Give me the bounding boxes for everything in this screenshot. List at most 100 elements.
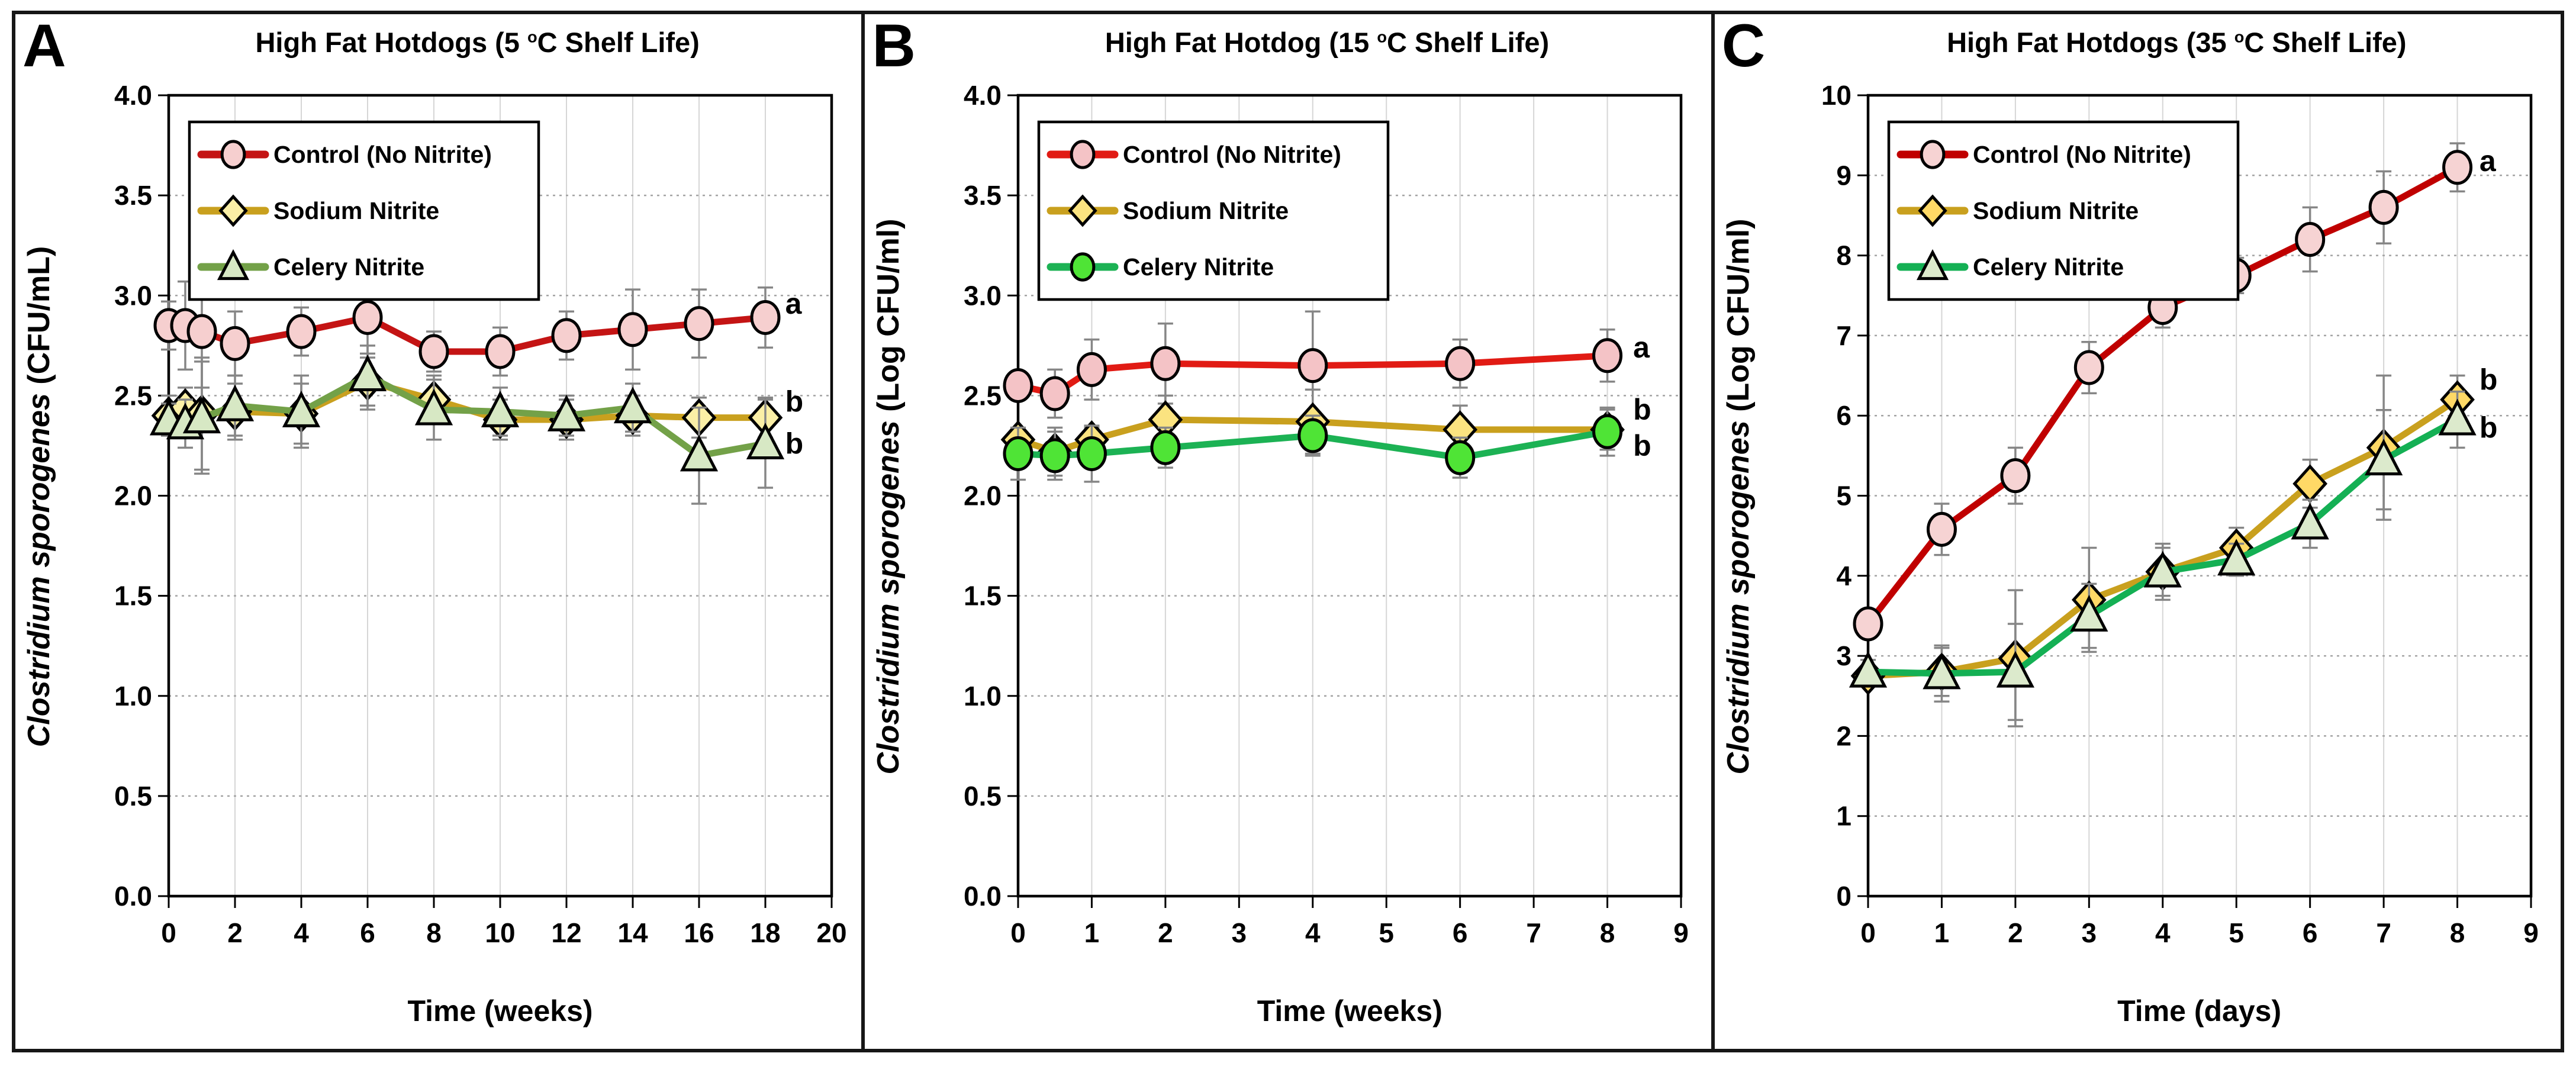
panel-letter-b: B xyxy=(872,12,916,79)
data-point-marker xyxy=(217,249,250,281)
data-point-marker xyxy=(680,434,719,472)
data-point-marker xyxy=(1853,606,1883,642)
data-point-marker xyxy=(1445,440,1476,475)
data-point-marker xyxy=(182,397,221,434)
significance-letter: b xyxy=(1633,393,1651,426)
data-point-marker xyxy=(1040,376,1071,411)
panel-title-c: High Fat Hotdogs (35 oC Shelf Life) xyxy=(1804,26,2550,59)
data-point-marker xyxy=(418,334,449,369)
data-point-marker xyxy=(186,314,217,349)
panel-letter-c: C xyxy=(1721,12,1766,79)
data-point-marker xyxy=(1922,652,1961,690)
y-tick-label: 4.0 xyxy=(114,80,152,111)
x-axis-ticks: 0 1 2 3 4 5 6 7 8 9 xyxy=(1011,896,1689,948)
significance-letter: b xyxy=(2480,363,2498,396)
x-tick-label: 5 xyxy=(1379,917,1395,948)
series-line xyxy=(165,314,769,355)
panel-title-b: High Fat Hotdog (15 oC Shelf Life) xyxy=(954,26,1700,59)
x-axis-label-c: Time (days) xyxy=(2117,994,2282,1028)
x-tick-label: 0 xyxy=(1011,917,1026,948)
panel-letter-a: A xyxy=(22,12,66,79)
y-axis-label-b: Clostridium sporogenes (Log CFU/ml) xyxy=(871,219,906,775)
legend: Control (No Nitrite) Sodium Nitrite Celery… xyxy=(1038,120,1390,301)
data-point-marker xyxy=(2294,222,2325,257)
data-point-marker xyxy=(1077,352,1107,387)
data-point-marker xyxy=(2217,539,2255,576)
data-point-marker xyxy=(1150,430,1181,465)
data-point-marker xyxy=(2364,439,2403,476)
x-tick-label: 12 xyxy=(551,917,581,948)
data-point-marker xyxy=(2442,150,2472,185)
x-tick-label: 2 xyxy=(1158,917,1173,948)
series-control-no-nitrite xyxy=(153,274,781,389)
data-point-marker xyxy=(551,318,582,353)
x-tick-label: 1 xyxy=(1934,917,1949,948)
y-tick-label: 9 xyxy=(1836,160,1852,191)
y-axis-label-species: Clostridium sporogenes xyxy=(871,420,906,775)
x-tick-label: 1 xyxy=(1084,917,1100,948)
y-tick-label: 1.5 xyxy=(964,581,1002,611)
y-axis-label-c: Clostridium sporogenes (Log CFU/ml) xyxy=(1721,219,1756,775)
x-tick-label: 0 xyxy=(1860,917,1876,948)
data-point-marker xyxy=(1916,249,1949,281)
y-axis-label-unit: (CFU/mL) xyxy=(22,246,56,394)
y-axis-label-species: Clostridium sporogenes xyxy=(1721,420,1756,775)
data-point-marker xyxy=(684,306,714,342)
significance-letter: a xyxy=(2480,144,2497,178)
x-tick-label: 7 xyxy=(2376,917,2391,948)
degree-superscript: o xyxy=(527,27,537,46)
data-point-marker xyxy=(613,387,652,424)
legend-label: Celery Nitrite xyxy=(1123,253,1274,281)
legend-label: Celery Nitrite xyxy=(273,253,424,281)
data-point-marker xyxy=(1996,650,2034,688)
degree-superscript: o xyxy=(2234,27,2245,46)
significance-letters: abb xyxy=(1633,331,1651,462)
chart-area-b: 0.0 0.5 1.0 1.5 2.0 2.5 3.0 3.5 4.0 0 1 2 3 4 5 6 7 8 9 Con… xyxy=(964,80,1689,948)
y-tick-label: 0 xyxy=(1836,881,1852,912)
significance-letter: a xyxy=(785,287,803,320)
x-tick-label: 3 xyxy=(1232,917,1247,948)
x-tick-label: 4 xyxy=(294,917,309,948)
legend-label: Control (No Nitrite) xyxy=(1973,141,2191,168)
data-point-marker xyxy=(1040,438,1071,474)
data-point-marker xyxy=(1003,368,1033,403)
data-point-marker xyxy=(220,326,250,361)
x-tick-label: 2 xyxy=(2008,917,2023,948)
panel-a: A High Fat Hotdogs (5 oC Shelf Life) Clo… xyxy=(15,12,862,1049)
y-tick-label: 2.5 xyxy=(114,380,152,411)
y-tick-label: 1 xyxy=(1836,801,1852,832)
y-tick-label: 1.0 xyxy=(964,681,1002,711)
legend-label: Control (No Nitrite) xyxy=(1123,141,1341,168)
x-tick-label: 2 xyxy=(227,917,243,948)
legend-label: Sodium Nitrite xyxy=(273,197,439,224)
data-point-marker xyxy=(2291,503,2329,540)
x-tick-label: 9 xyxy=(2523,917,2539,948)
x-tick-label: 18 xyxy=(750,917,780,948)
data-point-marker xyxy=(1070,140,1096,169)
y-tick-label: 7 xyxy=(1836,320,1852,351)
panel-title-text: High Fat Hotdogs (35 xyxy=(1947,27,2234,58)
data-point-marker xyxy=(1297,418,1328,453)
data-point-marker xyxy=(414,388,453,426)
y-tick-label: 8 xyxy=(1836,240,1852,271)
panel-title-text: High Fat Hotdogs (5 xyxy=(255,27,527,58)
data-point-marker xyxy=(282,391,321,427)
data-point-marker xyxy=(218,194,248,227)
degree-superscript: o xyxy=(1377,27,1387,46)
x-tick-label: 6 xyxy=(360,917,375,948)
y-tick-label: 0.5 xyxy=(964,781,1002,811)
x-tick-label: 10 xyxy=(485,917,515,948)
data-point-marker xyxy=(1003,436,1033,471)
y-axis-ticks: 0 1 2 3 4 5 6 7 8 9 10 xyxy=(1821,80,1868,912)
series-celery-nitrite xyxy=(1003,406,1623,483)
data-point-marker xyxy=(2073,350,2104,385)
y-tick-label: 2 xyxy=(1836,720,1852,751)
data-point-marker xyxy=(2143,550,2182,588)
y-axis-label-unit: (Log CFU/ml) xyxy=(871,218,906,421)
chart-area-a: 0.0 0.5 1.0 1.5 2.0 2.5 3.0 3.5 4.0 0 2 4 6 8 10 12 14 16… xyxy=(114,80,847,948)
x-tick-label: 7 xyxy=(1527,917,1542,948)
panel-title-text: C Shelf Life) xyxy=(1386,27,1550,58)
y-axis-label-species: Clostridium sporogenes xyxy=(22,393,56,748)
x-tick-label: 6 xyxy=(2303,917,2318,948)
significance-letter: b xyxy=(785,385,804,418)
